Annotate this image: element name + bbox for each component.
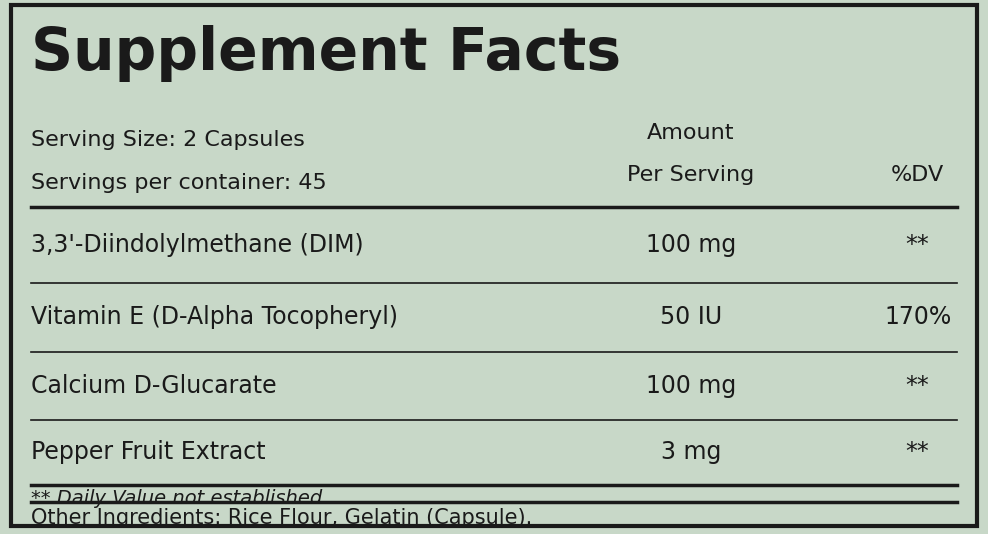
Text: Calcium D-Glucarate: Calcium D-Glucarate	[31, 374, 277, 398]
Text: Supplement Facts: Supplement Facts	[31, 25, 621, 82]
Text: %DV: %DV	[891, 164, 945, 185]
Text: 3,3'-Diindolylmethane (DIM): 3,3'-Diindolylmethane (DIM)	[31, 233, 364, 257]
Text: Other Ingredients: Rice Flour, Gelatin (Capsule).: Other Ingredients: Rice Flour, Gelatin (…	[31, 508, 533, 528]
Text: Serving Size: 2 Capsules: Serving Size: 2 Capsules	[31, 130, 305, 151]
Text: **: **	[906, 441, 930, 465]
Text: Vitamin E (D-Alpha Tocopheryl): Vitamin E (D-Alpha Tocopheryl)	[31, 305, 398, 329]
Text: 50 IU: 50 IU	[660, 305, 722, 329]
Text: **: **	[906, 233, 930, 257]
Text: **: **	[906, 374, 930, 398]
Text: Servings per container: 45: Servings per container: 45	[31, 172, 327, 193]
Text: 100 mg: 100 mg	[646, 374, 736, 398]
Text: ** Daily Value not established.: ** Daily Value not established.	[31, 489, 328, 508]
Text: Amount: Amount	[647, 123, 735, 143]
Text: 3 mg: 3 mg	[661, 441, 721, 465]
Text: 170%: 170%	[884, 305, 951, 329]
Text: 100 mg: 100 mg	[646, 233, 736, 257]
Text: Per Serving: Per Serving	[627, 164, 755, 185]
Text: Pepper Fruit Extract: Pepper Fruit Extract	[31, 441, 266, 465]
